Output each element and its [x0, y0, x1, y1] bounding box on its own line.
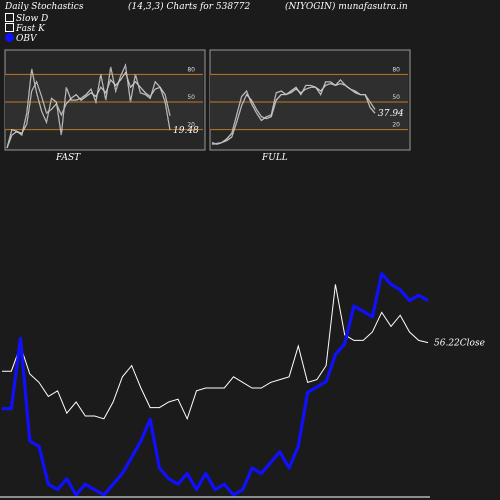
series-line-obv	[2, 272, 429, 497]
series-shadow-fast-0	[6, 64, 171, 149]
tick-label-full-80: 80	[392, 66, 400, 73]
series-shadow-full-1	[211, 83, 376, 145]
panel-label-fast: FAST	[56, 153, 81, 163]
last-value-full: 37.94	[378, 109, 404, 119]
series-shadow-fast-1	[6, 72, 171, 149]
legend-label-fast-k: Fast K	[16, 24, 45, 34]
series-line-close	[2, 284, 429, 421]
chart-source: (NIYOGIN) munafasutra.in	[285, 2, 408, 12]
panel-label-full: FULL	[262, 153, 288, 163]
tick-label-fast-50: 50	[187, 94, 195, 101]
last-value-fast: 19.48	[173, 126, 199, 136]
legend-label-obv: OBV	[16, 34, 37, 44]
tick-label-fast-20: 20	[187, 122, 195, 129]
legend-item-obv: OBV	[5, 33, 37, 44]
tick-label-fast-80: 80	[187, 66, 195, 73]
tick-label-full-20: 20	[392, 122, 400, 129]
legend-swatch-slow-d	[5, 13, 14, 22]
tick-label-full-50: 50	[392, 94, 400, 101]
legend-swatch-fast-k	[5, 23, 14, 32]
legend-swatch-obv	[5, 33, 14, 42]
last-value-close: 56.22Close	[434, 339, 485, 349]
chart-parameters: (14,3,3) Charts for 538772	[128, 2, 251, 12]
legend-item-fast-k: Fast K	[5, 23, 45, 34]
legend-label-slow-d: Slow D	[16, 14, 49, 24]
legend-item-slow-d: Slow D	[5, 13, 48, 24]
chart-title: Daily Stochastics	[5, 2, 84, 12]
